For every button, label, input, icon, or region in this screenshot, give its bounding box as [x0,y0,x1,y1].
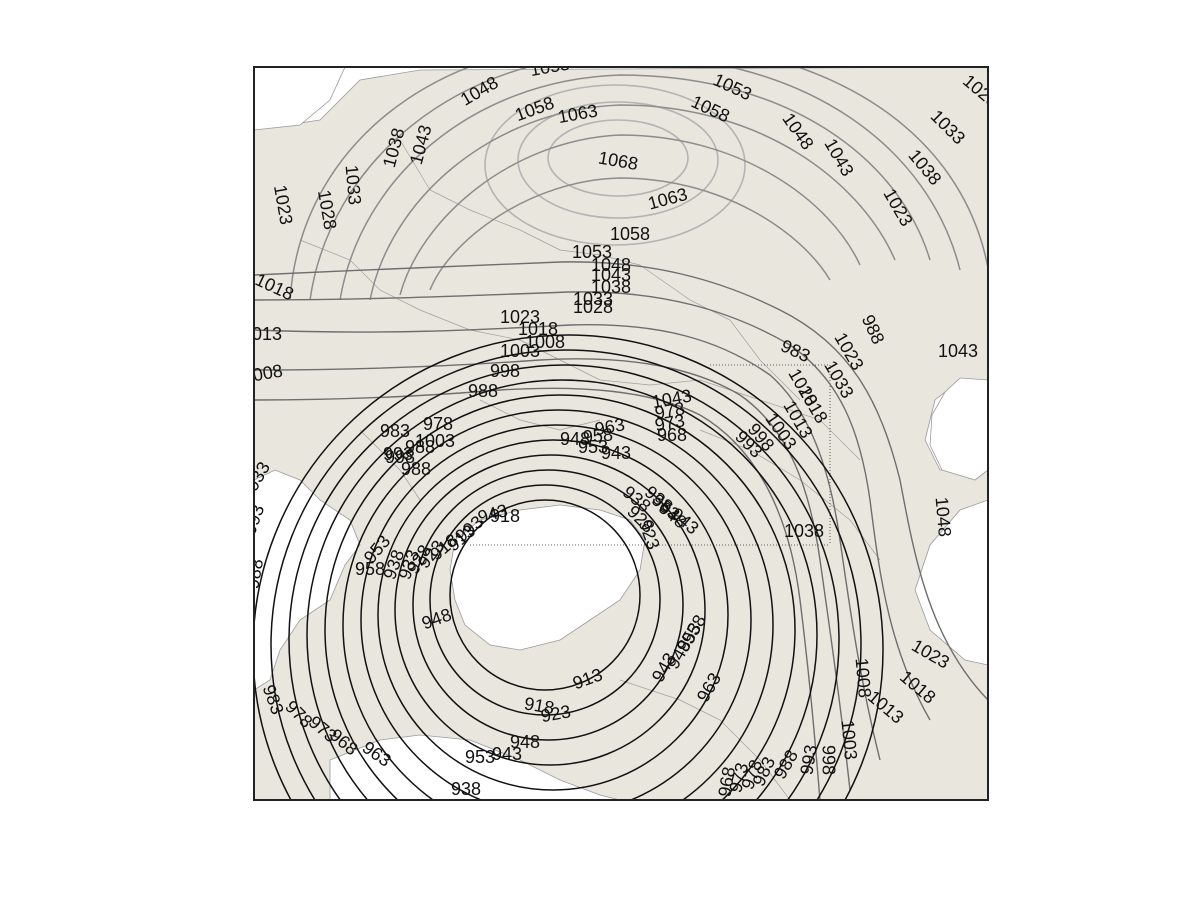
reference-lines [470,364,831,546]
contour-value-label: 1018 [518,319,558,339]
contour-value-label: 1013 [242,324,282,344]
contour-value-label: 1048 [591,255,631,275]
contour-value-label: 953 [578,437,608,457]
northern-contours [289,67,988,301]
contour-value-label: 1053 [572,242,612,262]
contour-value-label: 948 [560,429,590,449]
contour-value-label: 1028 [573,297,613,317]
high-pressure-contours [484,84,746,246]
low-pressure-contours [254,334,884,800]
contour-value-label: 1038 [784,521,824,541]
contour-value-label: 1003 [500,341,540,361]
contour-value-label: 1033 [342,164,365,206]
contour-value-label: 1048 [932,496,955,538]
contour-value-label: 978 [423,414,453,434]
contour-value-label: 993 [383,444,413,464]
contour-value-label: 958 [582,424,614,447]
contour-value-label: 998 [385,447,415,467]
contour-value-label: 1043 [591,265,631,285]
contour-value-label: 988 [401,459,431,479]
contour-value-label: 1003 [838,719,861,761]
contour-value-label: 1058 [610,224,650,244]
contour-value-label: 943 [601,443,631,463]
contour-value-label: 918 [490,506,520,526]
contour-value-label: 938 [451,779,481,799]
contour-value-label: 958 [355,559,385,579]
contour-value-label: 988 [405,437,435,457]
contour-value-label: 1003 [415,431,455,451]
water-bodies [254,67,988,800]
mid-contours [254,261,988,800]
contour-value-label: 1008 [852,657,875,699]
contour-value-label: 968 [657,425,687,445]
country-borders [299,139,881,800]
contour-value-label: 1008 [525,332,565,352]
contour-value-label: 1043 [938,341,978,361]
contour-value-label: 943 [492,744,522,764]
contour-value-label: 1023 [500,307,540,327]
contour-value-label: 1038 [591,277,631,297]
contour-value-label: 998 [818,745,838,775]
contour-value-label: 953 [465,747,495,767]
contour-value-label: 1033 [573,289,613,309]
map-frame [253,66,989,801]
contour-value-label: 983 [380,421,410,441]
contour-value-label: 948 [510,732,540,752]
contour-value-label: 998 [490,361,520,381]
contour-value-label: 988 [468,381,498,401]
